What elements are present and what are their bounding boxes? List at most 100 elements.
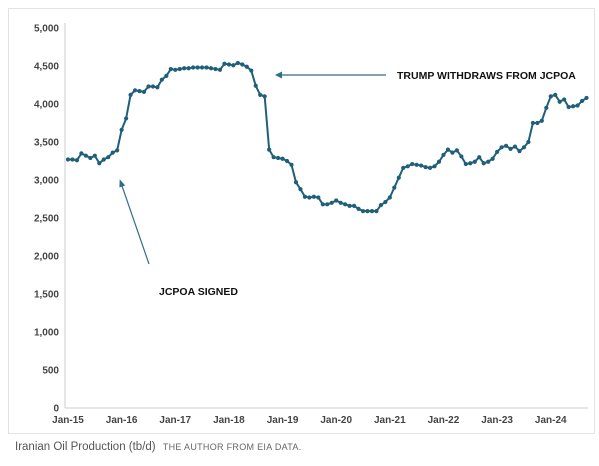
data-point [405,164,410,169]
data-point [240,62,245,67]
data-point [88,155,93,161]
y-tick-label: 2,500 [34,214,59,225]
data-point [280,156,285,161]
data-point [208,66,214,71]
data-point [530,120,535,126]
data-point [244,64,249,69]
data-point [258,92,263,97]
data-point [195,65,200,70]
y-tick-label: 0 [53,404,59,415]
data-point [423,164,428,170]
data-point [92,153,97,158]
data-point [235,60,240,66]
data-point [70,157,75,162]
data-point [495,149,500,154]
caption-credit: THE AUTHOR FROM EIA DATA. [162,442,302,452]
data-point [512,144,518,149]
data-point [378,202,383,208]
data-point [231,63,236,68]
data-point [562,97,567,102]
y-tick-label: 2,000 [34,252,59,263]
jcpoa-signed-annotation: JCPOA SIGNED [119,179,238,298]
data-point [503,143,509,148]
data-point [316,195,321,200]
y-tick-label: 4,000 [34,100,59,111]
y-tick-label: 3,000 [34,176,59,187]
trump-withdraws-label: TRUMP WITHDRAWS FROM JCPOA [397,70,576,82]
data-point [557,99,562,104]
data-point [468,161,473,166]
data-point [137,88,142,94]
data-point [128,92,133,97]
data-point [249,68,254,73]
data-point [311,194,316,199]
y-tick-label: 5,000 [34,24,59,35]
data-point [521,145,527,150]
series-line [68,61,588,213]
x-tick-label: Jan-19 [267,415,299,426]
data-point [401,165,406,170]
y-tick-label: 4,500 [34,62,59,73]
x-tick-label: Jan-21 [374,415,406,426]
data-point [159,77,164,82]
data-point [419,163,424,168]
data-point [65,157,71,162]
data-point [360,209,366,214]
data-point [369,209,375,214]
data-point [226,62,232,67]
data-point [298,187,303,192]
data-point [213,66,218,72]
data-point [79,151,84,156]
data-point [436,159,442,164]
data-point [553,92,558,97]
data-point [414,162,419,167]
data-point [191,65,196,70]
x-tick-label: Jan-17 [159,415,191,426]
y-axis-ticks: 0 500 1,000 1,500 2,000 2,500 3,000 3,500 4,000 4… [34,24,59,415]
data-point [445,147,451,152]
x-axis-ticks: Jan-15 Jan-16 Jan-17 Jan-18 Jan-19 Jan-20 Jan-… [52,415,567,426]
data-point [302,194,308,199]
caption-title: Iranian Oil Production (tb/d) [15,441,156,453]
data-point [275,155,281,161]
jcpoa-annotation-arrowhead [119,179,126,188]
data-point [526,139,531,145]
data-point [392,185,397,190]
data-point [293,180,299,185]
data-point [267,147,272,152]
data-point [271,155,276,160]
data-point [539,118,544,123]
data-point [334,198,339,203]
data-point [499,145,504,150]
data-point [325,202,330,207]
data-point [132,88,138,93]
data-point [141,89,147,94]
data-point [222,61,227,66]
trump-withdraws-annotation: TRUMP WITHDRAWS FROM JCPOA [275,70,576,82]
data-point [200,65,205,70]
x-tick-label: Jan-24 [535,415,567,426]
data-point [508,146,513,151]
data-point [164,73,169,78]
x-tick-label: Jan-22 [428,415,460,426]
data-point [575,103,580,108]
chart-frame: 0 500 1,000 1,500 2,000 2,500 3,000 3,500 4,000 4… [8,8,595,434]
data-point [459,154,464,159]
jcpoa-annotation-arrow [120,182,150,265]
data-point [338,200,343,205]
data-point [124,116,129,121]
data-point [101,157,106,162]
data-point [486,159,491,164]
data-point [432,164,437,169]
data-point [410,161,415,167]
oil-production-line-chart: 0 500 1,000 1,500 2,000 2,500 3,000 3,500 4,000 4… [34,23,589,426]
data-point [477,155,482,160]
trump-annotation-arrowhead [275,71,282,79]
data-point [119,127,124,132]
data-point [284,158,290,164]
data-point [289,162,294,167]
y-tick-label: 1,500 [34,290,59,301]
data-point [584,95,589,101]
data-point [579,98,585,104]
data-point [307,195,312,200]
